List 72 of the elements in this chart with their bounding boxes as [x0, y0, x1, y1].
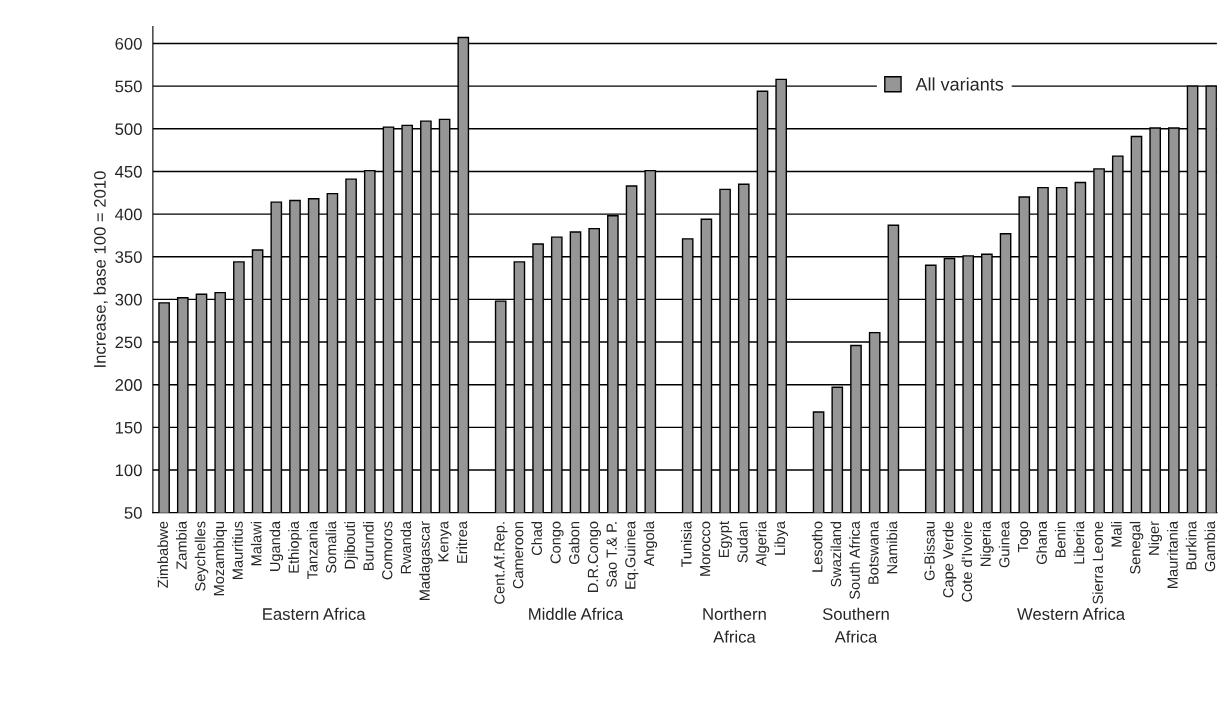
x-tick-label: Cent.Af.Rep. [493, 522, 508, 604]
x-tick-label: Seychelles [194, 521, 209, 591]
x-tick-label: Burkina [1185, 520, 1197, 570]
y-tick-label: 250 [115, 336, 142, 349]
x-tick-label: Mauritania [1167, 520, 1178, 588]
x-tick-label: Malawi [250, 521, 262, 566]
text: Southern Africa [822, 607, 889, 643]
x-tick-label: Mozambiqu [213, 521, 227, 596]
x-tick-label: Comoros [382, 521, 393, 580]
x-tick-label: Angola [643, 520, 658, 567]
x-tick-label: Lesotho [811, 521, 823, 572]
y-axis-title: Increase, base 100 = 2010 [93, 171, 108, 367]
x-tick-label: Mauritius [232, 521, 243, 579]
x-tick-label: Madagascar [419, 521, 433, 601]
y-tick-label: 500 [115, 123, 142, 136]
x-tick-label: Uganda [269, 520, 284, 571]
x-tick-label: Botswana [868, 520, 879, 584]
x-tick-label: Cote d'Ivoire [961, 521, 973, 602]
x-tick-label: Benin [1054, 521, 1066, 558]
x-tick-label: Sierra Leone [1092, 521, 1103, 604]
x-tick-label: Cape Verde [942, 521, 957, 598]
legend-label: All variants [915, 77, 1004, 91]
text: Northern Africa [703, 607, 766, 643]
x-tick-label: Liberia [1073, 520, 1085, 564]
x-tick-label: Eritrea [456, 520, 468, 563]
x-tick-label: Gambia [1204, 520, 1216, 572]
y-tick-label: 100 [115, 464, 142, 477]
x-tick-label: D.R.Congo [587, 521, 601, 592]
x-tick-label: Sao T.& P. [606, 522, 617, 588]
y-tick-label: 600 [115, 37, 142, 50]
y-tick-label: 300 [115, 293, 142, 306]
x-tick-label: Kenya [438, 520, 452, 562]
x-tick-label: Zambia [176, 520, 187, 570]
x-tick-label: Senegal [1129, 521, 1144, 574]
text: Eastern Africa [263, 607, 366, 620]
y-tick-label: 450 [115, 165, 142, 178]
x-tick-label: Ethiopia [288, 520, 302, 573]
text: Middle Africa [529, 607, 624, 620]
x-tick-label: G-Bissau [923, 521, 935, 581]
y-tick-label: 200 [115, 379, 142, 391]
x-tick-label: Burundi [362, 521, 374, 571]
x-tick-label: Egypt [718, 521, 732, 558]
x-tick-label: Ghana [1036, 520, 1047, 565]
x-tick-label: Sudan [736, 521, 748, 563]
x-tick-label: Zimbabwe [157, 521, 169, 588]
x-tick-label: Congo [550, 521, 564, 564]
x-tick-label: Cameroon [512, 521, 524, 589]
x-tick-label: Rwanda [400, 520, 412, 574]
text: Western Africa [1017, 607, 1126, 620]
x-tick-label: Togo [1018, 521, 1032, 553]
y-tick-label: 50 [124, 507, 142, 519]
x-tick-label: Tunisia [680, 520, 692, 568]
x-tick-label: Somalia [325, 520, 337, 574]
x-tick-label: Morocco [700, 521, 711, 576]
x-tick-label: Gabon [568, 521, 580, 565]
x-tick-label: Niger [1148, 521, 1162, 555]
x-tick-label: Libya [774, 520, 788, 555]
x-tick-label: Guinea [998, 520, 1010, 568]
x-tick-label: South Africa [849, 520, 860, 599]
x-tick-label: Algeria [755, 520, 770, 567]
y-tick-label: 550 [115, 80, 142, 93]
x-tick-label: Namibia [886, 520, 898, 574]
y-tick-label: 350 [115, 251, 142, 263]
x-tick-label: Nigeria [980, 520, 994, 566]
x-tick-label: Swaziland [830, 521, 842, 587]
y-tick-label: 150 [115, 421, 142, 434]
x-tick-label: Mali [1110, 521, 1122, 547]
x-tick-label: Djibouti [344, 521, 358, 569]
y-tick-label: 400 [115, 208, 142, 221]
x-tick-label: Tanzania [306, 520, 318, 580]
x-tick-label: Chad [531, 521, 542, 556]
x-tick-label: Eq.Guinea [624, 520, 639, 589]
